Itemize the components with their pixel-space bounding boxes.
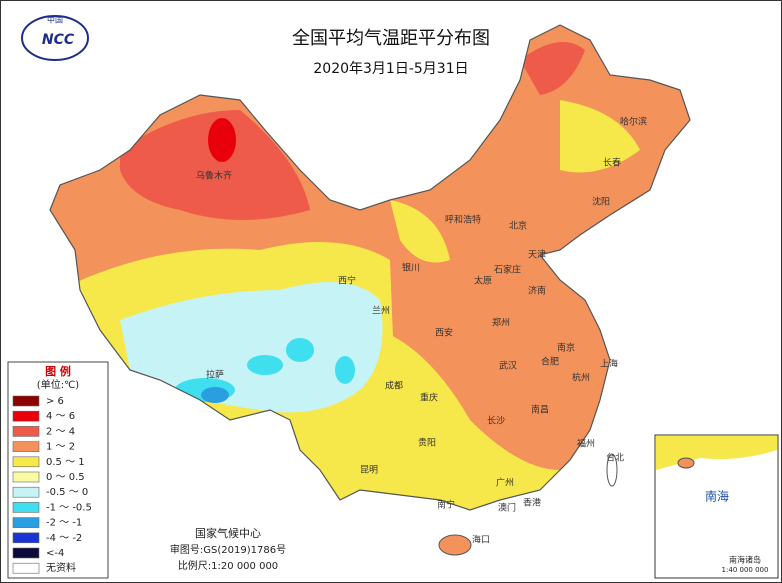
city-label: 济南 — [528, 285, 546, 297]
south-sea-inset: 南海 南海诸岛 1:40 000 000 — [654, 434, 779, 579]
city-label: 昆明 — [360, 465, 378, 476]
city-label: 沈阳 — [592, 196, 610, 208]
legend-label: -2 ～ -1 — [46, 518, 82, 529]
legend-swatch — [12, 486, 40, 498]
city-label: 海口 — [472, 534, 490, 546]
legend-swatch — [12, 471, 40, 483]
city-label: 郑州 — [492, 317, 510, 329]
city-label: 南京 — [557, 342, 575, 354]
city-label: 拉萨 — [206, 369, 224, 381]
legend-label: 0 ～ 0.5 — [46, 472, 85, 483]
legend-label: 2 ～ 4 — [46, 426, 75, 437]
city-label: 哈尔滨 — [620, 116, 647, 128]
city-label: 银川 — [402, 262, 420, 274]
legend-swatch — [12, 395, 40, 407]
legend-label: 1 ～ 2 — [46, 442, 75, 453]
inset-scale: 1:40 000 000 — [722, 566, 769, 574]
footer-org: 国家气候中心 — [195, 526, 261, 540]
legend-swatch — [12, 517, 40, 528]
legend-label: -1 ～ -0.5 — [46, 502, 92, 513]
inset-islands: 南海诸岛 — [729, 555, 761, 565]
logo-en: NCC — [42, 32, 75, 48]
taiwan — [606, 453, 618, 487]
city-label: 乌鲁木齐 — [196, 170, 232, 182]
country-border — [49, 24, 691, 511]
legend: 图 例 (单位:℃) > 6 4 ～ 6 2 ～ 4 1 ～ 2 0.5 ～ 1 0 ～ … — [7, 361, 109, 579]
legend-label: -0.5 ～ 0 — [46, 487, 88, 498]
legend-box — [7, 361, 109, 579]
legend-swatch — [12, 410, 40, 422]
legend-label: 0.5 ～ 1 — [46, 457, 85, 468]
hainan — [438, 534, 472, 556]
legend-label: 无资料 — [46, 561, 76, 574]
subtitle: 2020年3月1日-5月31日 — [313, 61, 468, 77]
city-label: 长沙 — [487, 415, 505, 427]
city-label: 北京 — [509, 220, 527, 232]
city-label: 重庆 — [420, 392, 438, 404]
legend-swatch — [12, 441, 40, 452]
city-label: 杭州 — [572, 372, 590, 384]
city-label: 南宁 — [437, 499, 455, 511]
footer: 国家气候中心 审图号:GS(2019)1786号 比例尺:1:20 000 00… — [170, 526, 286, 572]
city-label: 台北 — [606, 452, 624, 464]
legend-swatch — [12, 532, 40, 544]
city-label: 澳门 — [498, 502, 516, 514]
legend-label: -4 ～ -2 — [46, 533, 82, 544]
legend-swatch — [12, 502, 40, 513]
legend-label: <-4 — [46, 548, 64, 559]
city-labels: 乌鲁木齐 哈尔滨 长春 沈阳 呼和浩特 北京 天津 石家庄 太原 济南 银川 西… — [196, 116, 647, 546]
logo: 中国 NCC — [21, 15, 89, 61]
title: 全国平均气温距平分布图 — [292, 28, 490, 49]
footer-approval: 审图号:GS(2019)1786号 — [170, 543, 286, 556]
city-label: 西安 — [435, 327, 453, 339]
inset-hainan — [677, 457, 695, 469]
city-label: 呼和浩特 — [445, 214, 481, 226]
inset-sea: 南海 — [705, 489, 729, 504]
city-label: 香港 — [523, 497, 541, 509]
legend-swatch — [12, 426, 40, 437]
city-label: 武汉 — [499, 360, 517, 372]
city-label: 南昌 — [531, 404, 549, 416]
legend-swatch — [12, 562, 40, 574]
legend-swatch — [12, 456, 40, 468]
legend-title: 图 例 — [45, 364, 71, 378]
city-label: 长春 — [603, 157, 621, 169]
city-label: 合肥 — [541, 356, 559, 368]
city-label: 广州 — [496, 477, 514, 489]
legend-label: > 6 — [46, 396, 64, 407]
city-label: 天津 — [528, 250, 546, 261]
city-label: 上海 — [600, 358, 618, 370]
footer-scale: 比例尺:1:20 000 000 — [178, 559, 278, 572]
legend-swatch — [12, 547, 40, 559]
city-label: 成都 — [385, 380, 403, 392]
city-label: 兰州 — [372, 305, 390, 317]
legend-unit: (单位:℃) — [37, 378, 80, 391]
city-label: 石家庄 — [494, 264, 521, 276]
city-label: 太原 — [474, 275, 492, 287]
city-label: 贵阳 — [418, 437, 436, 449]
city-label: 福州 — [577, 438, 595, 450]
logo-cn: 中国 — [47, 15, 63, 25]
legend-label: 4 ～ 6 — [46, 411, 75, 422]
city-label: 西宁 — [338, 275, 356, 287]
